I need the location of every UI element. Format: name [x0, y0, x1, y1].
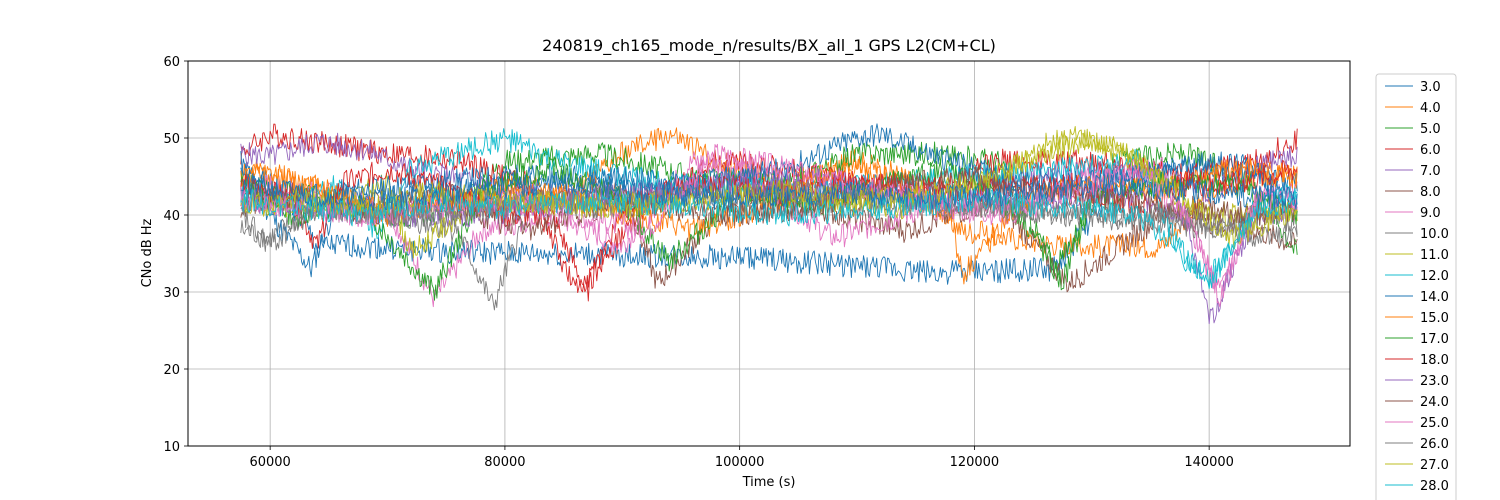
x-axis-ticks: 60000 80000 100000 120000 140000: [249, 446, 1234, 470]
legend-label: 3.0: [1420, 80, 1441, 95]
legend-frame: [1375, 73, 1457, 500]
series-lines: [240, 123, 1298, 325]
legend-label: 23.0: [1420, 374, 1449, 389]
legend-label: 7.0: [1420, 164, 1441, 179]
legend-label: 18.0: [1420, 353, 1449, 368]
series-line-27.0: [240, 132, 1298, 250]
legend-label: 26.0: [1420, 437, 1449, 452]
legend-label: 5.0: [1420, 122, 1441, 137]
chart-title: 240819_ch165_mode_n/results/BX_all_1 GPS…: [542, 36, 996, 56]
y-tick-label: 10: [163, 440, 180, 455]
legend-label: 24.0: [1420, 395, 1449, 410]
legend: 3.0 4.0 5.0 6.0 7.0 8.0 9.0 10.0 11.0 12.0 14.0 15.…: [1375, 73, 1457, 500]
x-tick-label: 100000: [715, 455, 765, 470]
plot-frame: [187, 60, 1351, 447]
legend-label: 25.0: [1420, 416, 1449, 431]
legend-label: 9.0: [1420, 206, 1441, 221]
legend-label: 28.0: [1420, 479, 1449, 494]
x-tick-label: 80000: [484, 455, 525, 470]
y-tick-label: 60: [163, 55, 180, 70]
y-axis-label: CNo dB Hz: [140, 218, 155, 287]
legend-label: 14.0: [1420, 290, 1449, 305]
x-tick-label: 140000: [1184, 455, 1234, 470]
y-tick-label: 50: [163, 132, 180, 147]
legend-items: 3.0 4.0 5.0 6.0 7.0 8.0 9.0 10.0 11.0 12.0 14.0 15.…: [1385, 80, 1449, 494]
y-axis-ticks: 10 20 30 40 50 60: [163, 55, 188, 455]
series-line-30.0: [240, 172, 1298, 211]
legend-label: 8.0: [1420, 185, 1441, 200]
y-tick-label: 40: [163, 209, 180, 224]
legend-label: 10.0: [1420, 227, 1449, 242]
x-tick-label: 120000: [950, 455, 1000, 470]
series-line-23.0: [240, 173, 1298, 325]
legend-label: 17.0: [1420, 332, 1449, 347]
legend-label: 12.0: [1420, 269, 1449, 284]
y-tick-label: 20: [163, 363, 180, 378]
legend-label: 15.0: [1420, 311, 1449, 326]
series-line-28.0: [240, 187, 1298, 290]
x-axis-label: Time (s): [742, 475, 796, 490]
legend-label: 27.0: [1420, 458, 1449, 473]
y-tick-label: 30: [163, 286, 180, 301]
legend-label: 4.0: [1420, 101, 1441, 116]
legend-label: 11.0: [1420, 248, 1449, 263]
x-tick-label: 60000: [249, 455, 290, 470]
legend-label: 6.0: [1420, 143, 1441, 158]
series-line-6.0: [240, 123, 1298, 294]
